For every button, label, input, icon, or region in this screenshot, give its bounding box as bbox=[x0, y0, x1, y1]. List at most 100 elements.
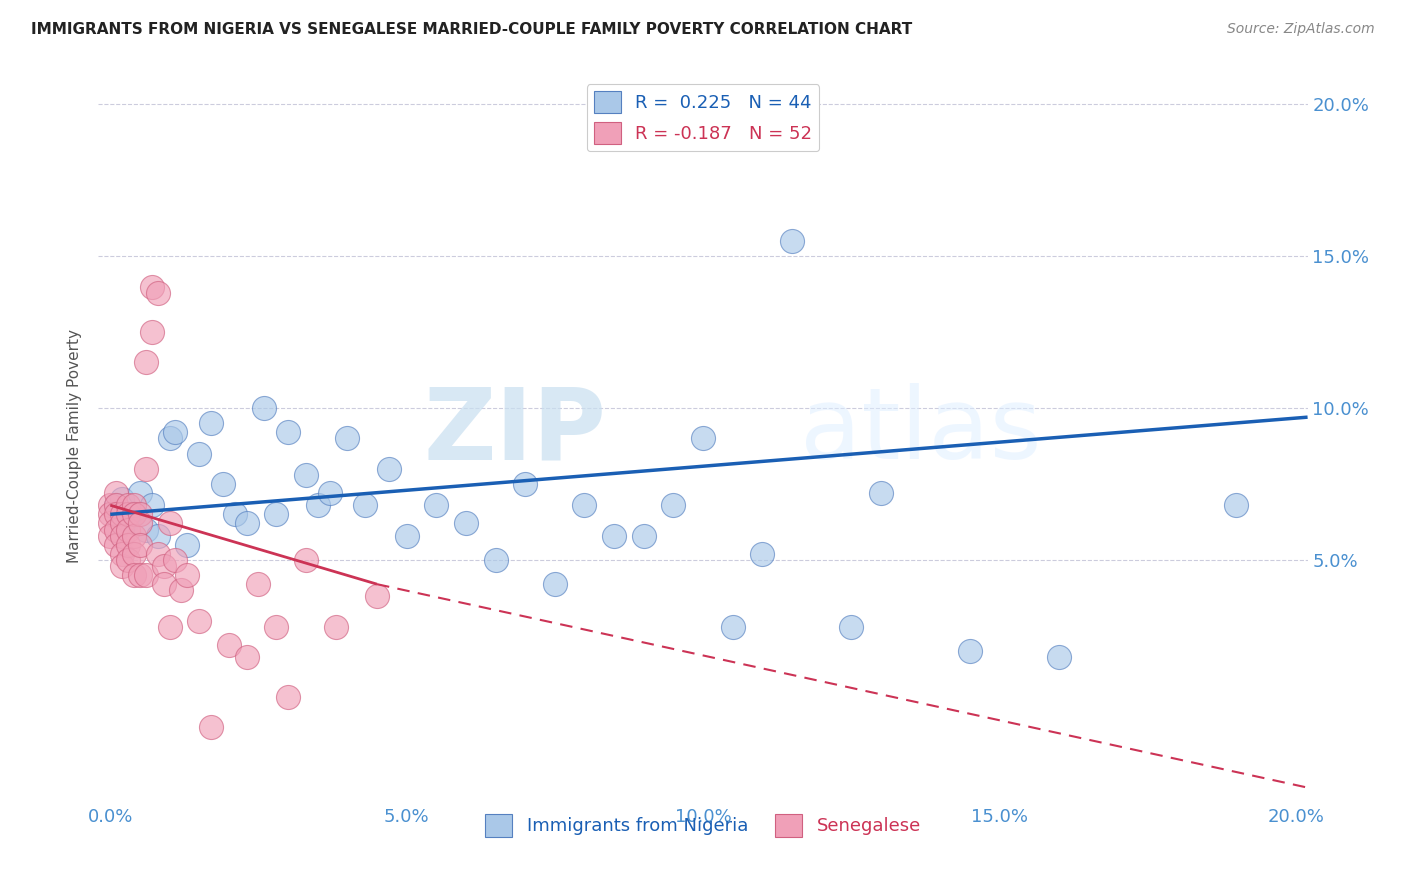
Text: Source: ZipAtlas.com: Source: ZipAtlas.com bbox=[1227, 22, 1375, 37]
Text: IMMIGRANTS FROM NIGERIA VS SENEGALESE MARRIED-COUPLE FAMILY POVERTY CORRELATION : IMMIGRANTS FROM NIGERIA VS SENEGALESE MA… bbox=[31, 22, 912, 37]
Point bbox=[117, 538, 139, 552]
Point bbox=[98, 508, 121, 522]
Text: ZIP: ZIP bbox=[423, 384, 606, 480]
Point bbox=[751, 547, 773, 561]
Point bbox=[354, 498, 377, 512]
Point bbox=[839, 620, 862, 634]
Point bbox=[159, 431, 181, 445]
Point bbox=[135, 355, 157, 369]
Point bbox=[247, 577, 270, 591]
Point bbox=[603, 528, 626, 542]
Point bbox=[141, 279, 163, 293]
Point bbox=[165, 553, 187, 567]
Point bbox=[98, 516, 121, 531]
Point bbox=[105, 508, 128, 522]
Point bbox=[146, 285, 169, 300]
Point bbox=[264, 508, 287, 522]
Point bbox=[129, 538, 152, 552]
Point bbox=[159, 620, 181, 634]
Point bbox=[111, 508, 134, 522]
Point bbox=[633, 528, 655, 542]
Point bbox=[1047, 650, 1070, 665]
Point bbox=[692, 431, 714, 445]
Point bbox=[318, 486, 340, 500]
Point bbox=[325, 620, 347, 634]
Point bbox=[129, 568, 152, 582]
Point bbox=[159, 516, 181, 531]
Point bbox=[111, 516, 134, 531]
Point bbox=[117, 523, 139, 537]
Legend: Immigrants from Nigeria, Senegalese: Immigrants from Nigeria, Senegalese bbox=[478, 807, 928, 844]
Point bbox=[295, 553, 318, 567]
Point bbox=[117, 553, 139, 567]
Point bbox=[378, 462, 401, 476]
Point bbox=[141, 498, 163, 512]
Point bbox=[224, 508, 246, 522]
Point bbox=[544, 577, 567, 591]
Point bbox=[117, 513, 139, 527]
Point bbox=[235, 650, 257, 665]
Point bbox=[170, 583, 193, 598]
Point bbox=[111, 492, 134, 507]
Point bbox=[135, 568, 157, 582]
Point bbox=[574, 498, 596, 512]
Point bbox=[146, 528, 169, 542]
Point bbox=[141, 325, 163, 339]
Point bbox=[336, 431, 359, 445]
Point bbox=[515, 477, 537, 491]
Point bbox=[111, 547, 134, 561]
Point bbox=[395, 528, 418, 542]
Point bbox=[122, 508, 145, 522]
Point bbox=[264, 620, 287, 634]
Point bbox=[98, 528, 121, 542]
Point bbox=[253, 401, 276, 415]
Point bbox=[117, 498, 139, 512]
Point bbox=[295, 467, 318, 482]
Point bbox=[105, 498, 128, 512]
Point bbox=[1225, 498, 1247, 512]
Point bbox=[200, 416, 222, 430]
Point bbox=[959, 644, 981, 658]
Point bbox=[165, 425, 187, 440]
Point bbox=[484, 553, 506, 567]
Point bbox=[111, 528, 134, 542]
Point bbox=[122, 508, 145, 522]
Point bbox=[152, 577, 174, 591]
Point bbox=[98, 498, 121, 512]
Point bbox=[235, 516, 257, 531]
Point bbox=[129, 516, 152, 531]
Point bbox=[662, 498, 685, 512]
Point bbox=[212, 477, 235, 491]
Point bbox=[146, 547, 169, 561]
Point bbox=[105, 523, 128, 537]
Point bbox=[135, 462, 157, 476]
Point bbox=[111, 558, 134, 573]
Text: atlas: atlas bbox=[800, 384, 1042, 480]
Point bbox=[307, 498, 329, 512]
Point bbox=[152, 558, 174, 573]
Point bbox=[117, 508, 139, 522]
Point bbox=[105, 498, 128, 512]
Point bbox=[135, 523, 157, 537]
Point bbox=[129, 486, 152, 500]
Point bbox=[277, 690, 299, 704]
Point bbox=[105, 538, 128, 552]
Point bbox=[176, 568, 198, 582]
Point bbox=[122, 528, 145, 542]
Point bbox=[218, 638, 240, 652]
Y-axis label: Married-Couple Family Poverty: Married-Couple Family Poverty bbox=[67, 329, 83, 563]
Point bbox=[454, 516, 477, 531]
Point bbox=[105, 486, 128, 500]
Point bbox=[122, 568, 145, 582]
Point bbox=[122, 547, 145, 561]
Point bbox=[176, 538, 198, 552]
Point bbox=[366, 590, 388, 604]
Point bbox=[780, 234, 803, 248]
Point bbox=[425, 498, 447, 512]
Point bbox=[869, 486, 891, 500]
Point bbox=[122, 498, 145, 512]
Point bbox=[721, 620, 744, 634]
Point bbox=[188, 614, 211, 628]
Point bbox=[188, 447, 211, 461]
Point bbox=[277, 425, 299, 440]
